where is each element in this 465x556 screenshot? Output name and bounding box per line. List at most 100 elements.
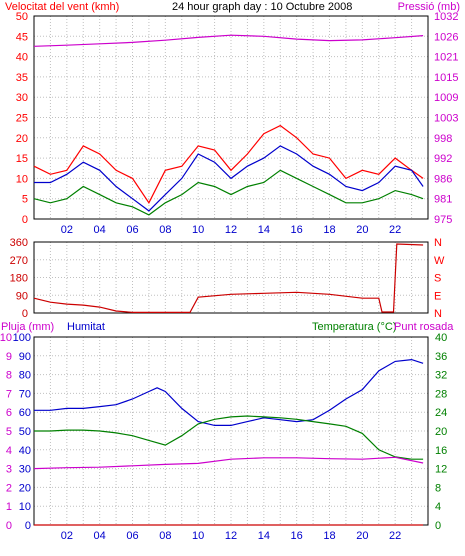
series-line — [34, 358, 424, 426]
rain-tick-label: 3 — [6, 464, 12, 476]
hour-tick-label: 18 — [323, 530, 335, 542]
direction-tick-label: 360 — [10, 237, 28, 249]
hour-tick-label: 10 — [192, 224, 204, 236]
wind-tick-label: 30 — [16, 92, 28, 104]
dewpoint-axis-label: Punt rosada — [394, 321, 454, 333]
rain-tick-label: 10 — [0, 332, 12, 344]
rain-tick-label: 7 — [6, 388, 12, 400]
hour-tick-label: 04 — [94, 530, 106, 542]
wind-tick-label: 5 — [22, 194, 28, 206]
wind-tick-label: 45 — [16, 31, 28, 43]
direction-tick-label: 0 — [22, 308, 28, 320]
rain-tick-label: 1 — [6, 501, 12, 513]
compass-tick-label: E — [434, 290, 441, 302]
rain-tick-label: 0 — [6, 520, 12, 532]
hour-tick-label: 10 — [192, 530, 204, 542]
direction-tick-label: 270 — [10, 255, 28, 267]
compass-tick-label: S — [434, 273, 441, 285]
hour-tick-label: 14 — [258, 224, 270, 236]
compass-tick-label: N — [434, 237, 442, 249]
hour-tick-label: 06 — [126, 530, 138, 542]
hour-tick-label: 14 — [258, 530, 270, 542]
pressure-tick-label: 981 — [434, 194, 452, 206]
plot-frame — [33, 241, 429, 314]
rain-tick-label: 2 — [6, 482, 12, 494]
pressure-tick-label: 1032 — [434, 11, 458, 23]
wind-tick-label: 50 — [16, 11, 28, 23]
humidity-tick-label: 50 — [19, 426, 31, 438]
temperature-axis-label: Temperatura (°C) — [312, 321, 396, 333]
pressure-tick-label: 975 — [434, 214, 452, 226]
humidity-tick-label: 10 — [19, 501, 31, 513]
pressure-tick-label: 1021 — [434, 52, 458, 64]
series-line — [33, 169, 424, 216]
rain-tick-label: 8 — [6, 370, 12, 382]
hour-tick-label: 12 — [225, 530, 237, 542]
hour-tick-label: 22 — [389, 530, 401, 542]
hour-tick-label: 08 — [159, 530, 171, 542]
temperature-tick-label: 20 — [435, 426, 447, 438]
pressure-tick-label: 1009 — [434, 92, 458, 104]
humidity-tick-label: 20 — [19, 482, 31, 494]
hour-tick-label: 04 — [94, 224, 106, 236]
rain-tick-label: 5 — [6, 426, 12, 438]
wind-tick-label: 15 — [16, 153, 28, 165]
humidity-tick-label: 30 — [19, 464, 31, 476]
hour-tick-label: 02 — [61, 224, 73, 236]
pressure-tick-label: 1015 — [434, 72, 458, 84]
rain-axis-label: Pluja (mm) — [1, 321, 54, 333]
hour-tick-label: 08 — [159, 224, 171, 236]
series-line — [34, 145, 424, 212]
temperature-tick-label: 8 — [435, 482, 441, 494]
temperature-tick-label: 36 — [435, 351, 447, 363]
wind-tick-label: 25 — [16, 113, 28, 125]
rain-tick-label: 4 — [6, 445, 12, 457]
series-line — [33, 34, 424, 47]
pressure-tick-label: 992 — [434, 153, 452, 165]
plot-frame — [33, 15, 429, 220]
wind-direction-line — [33, 243, 424, 313]
humidity-tick-label: 60 — [19, 407, 31, 419]
hour-tick-label: 16 — [291, 530, 303, 542]
humidity-axis-label: Humitat — [67, 321, 105, 333]
direction-tick-label: 90 — [16, 290, 28, 302]
series-line — [33, 124, 424, 204]
temperature-tick-label: 24 — [435, 407, 447, 419]
hour-tick-label: 02 — [61, 530, 73, 542]
temperature-tick-label: 0 — [435, 520, 441, 532]
hour-tick-label: 18 — [323, 224, 335, 236]
chart-title: 24 hour graph day : 10 Octubre 2008 — [172, 1, 352, 13]
wind-tick-label: 40 — [16, 52, 28, 64]
series-line — [33, 456, 424, 470]
temperature-tick-label: 16 — [435, 445, 447, 457]
hour-tick-label: 20 — [356, 224, 368, 236]
temperature-tick-label: 4 — [435, 501, 441, 513]
humidity-tick-label: 40 — [19, 445, 31, 457]
humidity-tick-label: 0 — [25, 520, 31, 532]
humidity-tick-label: 80 — [19, 370, 31, 382]
hour-tick-label: 12 — [225, 224, 237, 236]
wind-tick-label: 10 — [16, 173, 28, 185]
hour-tick-label: 20 — [356, 530, 368, 542]
wind-tick-label: 35 — [16, 72, 28, 84]
wind-axis-label: Velocitat del vent (kmh) — [5, 1, 119, 13]
direction-tick-label: 180 — [10, 273, 28, 285]
wind-tick-label: 0 — [22, 214, 28, 226]
wind-tick-label: 20 — [16, 133, 28, 145]
series-line — [34, 415, 424, 460]
rain-tick-label: 9 — [6, 351, 12, 363]
temperature-tick-label: 12 — [435, 464, 447, 476]
hour-tick-label: 22 — [389, 224, 401, 236]
compass-tick-label: N — [434, 308, 442, 320]
temperature-tick-label: 40 — [435, 332, 447, 344]
pressure-tick-label: 998 — [434, 133, 452, 145]
pressure-tick-label: 1026 — [434, 31, 458, 43]
hour-tick-label: 16 — [291, 224, 303, 236]
temperature-tick-label: 28 — [435, 388, 447, 400]
humidity-tick-label: 90 — [19, 351, 31, 363]
humidity-tick-label: 70 — [19, 388, 31, 400]
humidity-tick-label: 100 — [13, 332, 31, 344]
rain-tick-label: 6 — [6, 407, 12, 419]
pressure-axis-label: Pressió (mb) — [398, 1, 460, 13]
